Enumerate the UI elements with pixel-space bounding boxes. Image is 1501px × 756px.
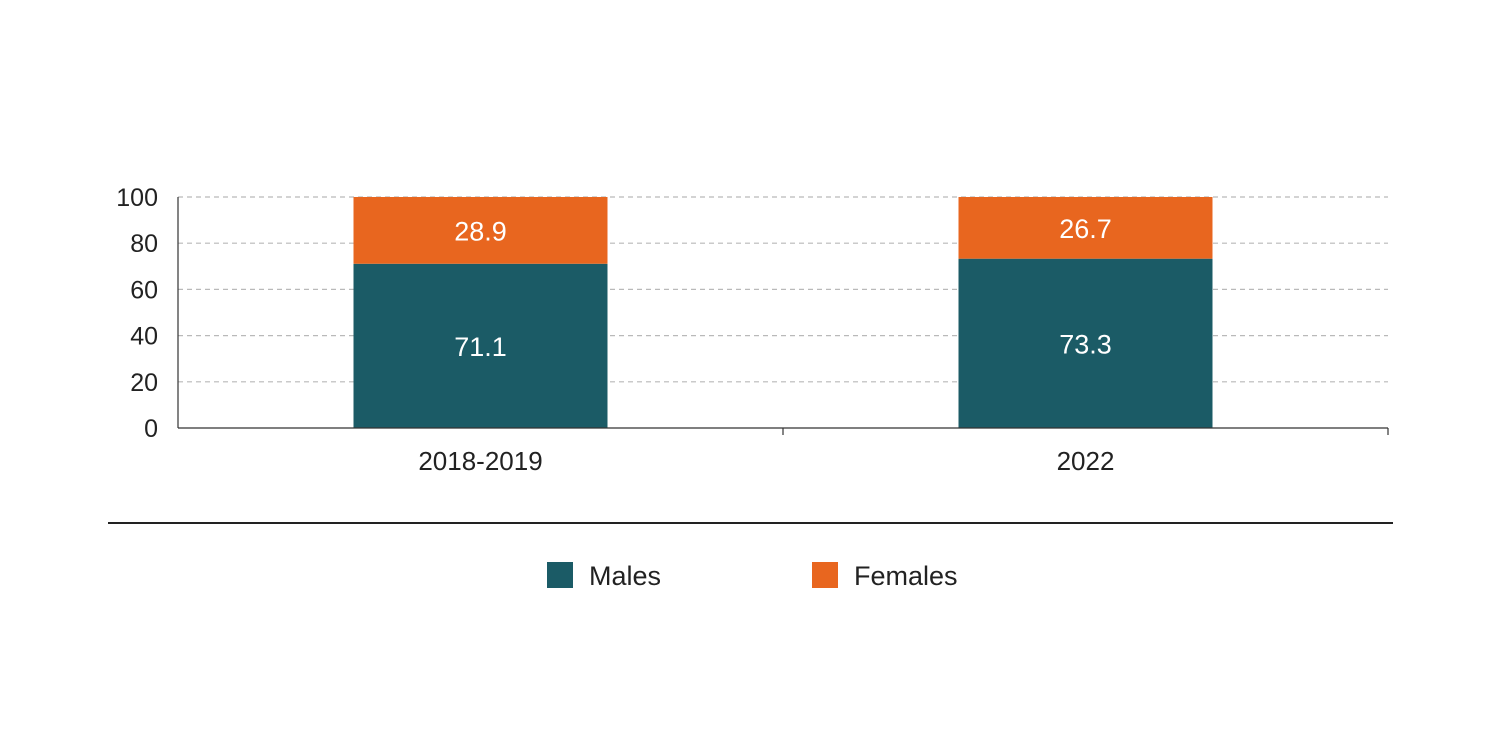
bar-males <box>958 258 1213 428</box>
bar-females <box>958 197 1213 259</box>
bars <box>353 197 1213 428</box>
y-tick-label: 60 <box>130 276 158 304</box>
y-tick-label: 100 <box>116 184 158 212</box>
axes: 0 20 40 60 80 100 2018-2019 2022 <box>116 184 1389 476</box>
legend-label-females: Females <box>854 561 958 591</box>
legend-label-males: Males <box>589 561 661 591</box>
y-tick-label: 0 <box>144 415 158 443</box>
legend-swatch-females <box>812 562 838 588</box>
data-label: 73.3 <box>1059 329 1112 359</box>
y-tick-label: 20 <box>130 369 158 397</box>
x-tick-label: 2018-2019 <box>418 446 542 476</box>
legend: Males Females <box>108 522 1393 591</box>
data-label: 26.7 <box>1059 214 1112 244</box>
bar-females <box>353 197 608 264</box>
y-tick-label: 80 <box>130 230 158 258</box>
labels: 71.1 28.9 73.3 26.7 <box>454 214 1112 362</box>
data-label: 71.1 <box>454 332 507 362</box>
x-tick-label: 2022 <box>1057 446 1115 476</box>
data-label: 28.9 <box>454 216 507 246</box>
bar-males <box>353 263 608 428</box>
y-tick-label: 40 <box>130 323 158 351</box>
legend-swatch-males <box>547 562 573 588</box>
